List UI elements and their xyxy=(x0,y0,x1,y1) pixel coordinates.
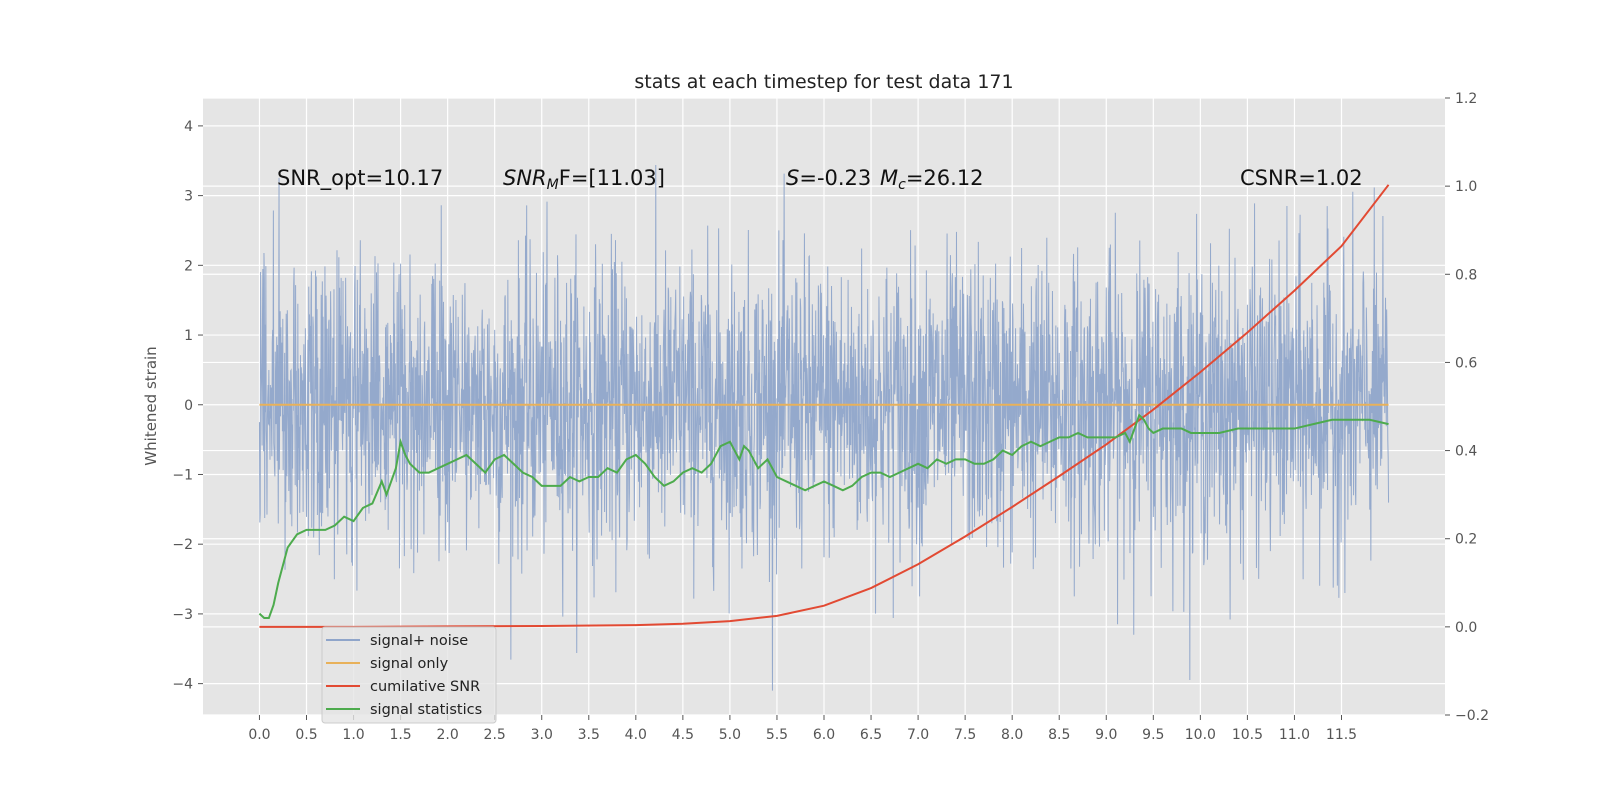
y2-tick-label: 0.6 xyxy=(1455,355,1477,371)
x-tick-label: 1.0 xyxy=(342,727,364,743)
y-tick-label: −4 xyxy=(172,677,193,693)
y2-tick-label: −0.2 xyxy=(1455,708,1489,724)
x-tick-label: 3.5 xyxy=(578,727,600,743)
x-tick-label: 4.5 xyxy=(672,727,694,743)
x-tick-label: 5.0 xyxy=(719,727,741,743)
y-tick-label: −3 xyxy=(172,607,193,623)
legend-label-noise: signal+ noise xyxy=(370,633,468,649)
y2-tick-label: 1.0 xyxy=(1455,179,1477,195)
chart-title: stats at each timestep for test data 171 xyxy=(634,71,1013,93)
x-tick-label: 7.5 xyxy=(954,727,976,743)
x-tick-label: 11.0 xyxy=(1279,727,1310,743)
legend-box xyxy=(321,626,497,724)
annotation-s: S=-0.23 xyxy=(786,166,871,190)
legend-label-signal: signal only xyxy=(370,656,449,672)
annotation-snr-opt: SNR_opt=10.17 xyxy=(277,166,443,191)
x-tick-label: 10.5 xyxy=(1232,727,1263,743)
y2-tick-label: 0.0 xyxy=(1455,620,1477,636)
y-tick-label: 4 xyxy=(184,119,193,135)
y-tick-label: 0 xyxy=(184,398,193,414)
x-tick-label: 0.5 xyxy=(295,727,317,743)
series-cumulative-snr xyxy=(259,184,1390,628)
x-tick-label: 0.0 xyxy=(248,727,270,743)
y-tick-label: 2 xyxy=(184,258,193,274)
legend-label-stats: signal statistics xyxy=(370,702,482,718)
ticks: 0.0 0.5 1.0 1.5 2.0 2.5 3.0 3.5 4.0 4.5 5.0 5.5 6.0 6… xyxy=(172,91,1489,743)
x-tick-label: 2.5 xyxy=(484,727,506,743)
x-tick-label: 9.5 xyxy=(1142,727,1164,743)
y-tick-label: 3 xyxy=(184,189,193,205)
series-signal-statistics xyxy=(258,413,1389,620)
x-tick-label: 6.0 xyxy=(813,727,835,743)
y-tick-label: −2 xyxy=(172,537,193,553)
x-tick-label: 4.0 xyxy=(625,727,647,743)
y-tick-label: −1 xyxy=(172,467,193,483)
series-signal-noise xyxy=(258,165,1390,691)
x-tick-label: 10.0 xyxy=(1185,727,1216,743)
x-tick-label: 9.0 xyxy=(1095,727,1117,743)
x-tick-label: 7.0 xyxy=(907,727,929,743)
x-tick-label: 2.0 xyxy=(437,727,459,743)
y2-tick-label: 0.4 xyxy=(1455,444,1477,460)
x-tick-label: 11.5 xyxy=(1326,727,1357,743)
plot-area xyxy=(258,165,1390,691)
y-tick-label: 1 xyxy=(184,328,193,344)
legend: signal+ noise signal only cumilative SNR… xyxy=(321,626,497,724)
x-tick-label: 3.0 xyxy=(531,727,553,743)
y-axis-label: Whitened strain xyxy=(142,346,160,465)
x-tick-label: 6.5 xyxy=(860,727,882,743)
annotation-mc: Mc=26.12 xyxy=(880,166,984,193)
y2-tick-label: 1.2 xyxy=(1455,91,1477,107)
y2-tick-label: 0.2 xyxy=(1455,532,1477,548)
annotation-csnr: CSNR=1.02 xyxy=(1240,166,1363,190)
x-tick-label: 8.5 xyxy=(1048,727,1070,743)
annotation-snr-mf: SNRMF=[11.03] xyxy=(503,166,665,193)
x-tick-label: 1.5 xyxy=(389,727,411,743)
y2-tick-label: 0.8 xyxy=(1455,267,1477,283)
legend-label-snr: cumilative SNR xyxy=(370,679,480,695)
x-tick-label: 5.5 xyxy=(766,727,788,743)
x-tick-label: 8.0 xyxy=(1001,727,1023,743)
